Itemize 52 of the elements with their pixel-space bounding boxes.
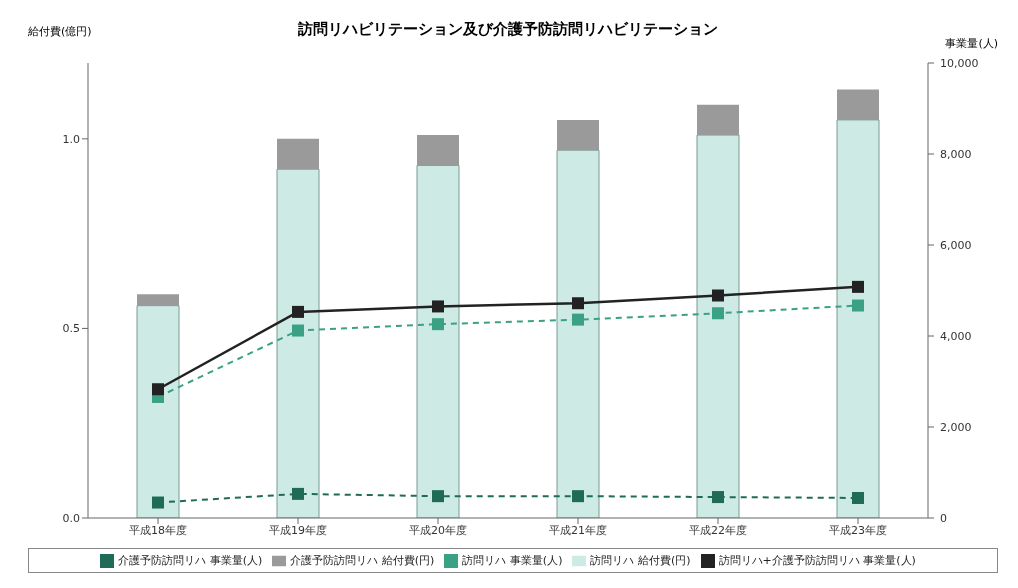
y2-tick-label: 4,000 xyxy=(940,330,972,343)
point xyxy=(712,491,724,504)
y-tick-label: 0.0 xyxy=(62,511,80,525)
point xyxy=(432,490,444,503)
bar xyxy=(417,135,459,166)
x-tick-label: 平成20年度 xyxy=(409,523,467,537)
bar xyxy=(837,89,879,120)
x-tick-label: 平成21年度 xyxy=(549,523,607,537)
chart-title: 訪問リハビリテーション及び介護予防訪問リハビリテーション xyxy=(298,20,718,38)
x-tick-label: 平成23年度 xyxy=(829,523,887,537)
bar xyxy=(556,149,600,518)
point xyxy=(432,300,444,313)
y2-tick-label: 8,000 xyxy=(940,148,972,161)
point xyxy=(852,491,864,504)
x-tick-label: 平成22年度 xyxy=(689,523,747,537)
y2-tick-label: 2,000 xyxy=(940,421,972,434)
point xyxy=(432,318,444,331)
point xyxy=(152,383,164,396)
point xyxy=(572,297,584,310)
point xyxy=(572,490,584,503)
bar xyxy=(836,119,880,518)
legend-label: 訪問リハ 給付費(円) xyxy=(590,554,691,567)
point xyxy=(852,299,864,312)
y2-tick-label: 10,000 xyxy=(940,57,979,70)
bar xyxy=(137,294,179,306)
y2-tick-label: 6,000 xyxy=(940,239,972,252)
point xyxy=(852,280,864,293)
legend-label: 訪問リハ+介護予防訪問リハ 事業量(人) xyxy=(718,554,916,567)
point xyxy=(572,313,584,326)
bar xyxy=(697,104,739,136)
y-tick-label: 1.0 xyxy=(62,132,80,146)
y2-tick-label: 0 xyxy=(940,512,947,525)
y2-axis-title: 事業量(人) xyxy=(945,36,998,51)
bar xyxy=(557,119,599,151)
bar xyxy=(276,168,320,518)
x-tick-label: 平成18年度 xyxy=(129,523,187,537)
y-axis-title: 給付費(億円) xyxy=(28,24,92,39)
legend-label: 介護予防訪問リハ 事業量(人) xyxy=(118,554,263,567)
point xyxy=(292,487,304,500)
point xyxy=(292,324,304,337)
legend-label: 訪問リハ 事業量(人) xyxy=(462,554,563,567)
bar xyxy=(416,164,460,518)
bar xyxy=(277,138,319,170)
point xyxy=(712,289,724,302)
x-tick-label: 平成19年度 xyxy=(269,523,327,537)
point xyxy=(292,305,304,318)
y-tick-label: 0.5 xyxy=(62,322,80,336)
bar xyxy=(696,134,740,518)
bar xyxy=(136,305,180,518)
point xyxy=(152,496,164,509)
point xyxy=(712,307,724,320)
legend-label: 介護予防訪問リハ 給付費(円) xyxy=(290,554,435,567)
